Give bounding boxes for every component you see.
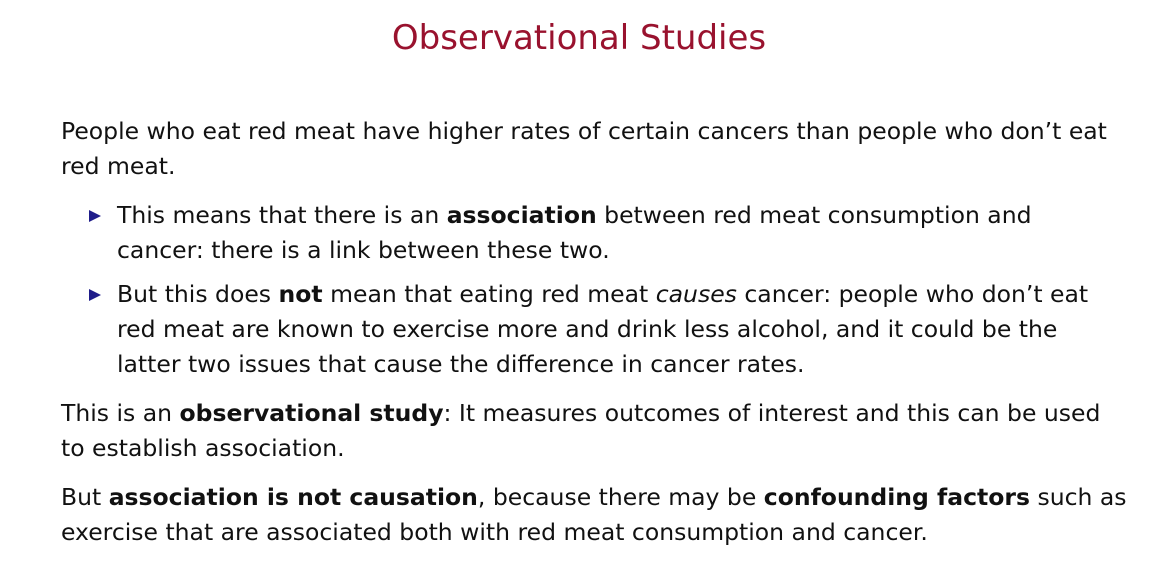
bullet-item: This means that there is an association …	[89, 198, 1097, 268]
bullet-italic-text: causes	[655, 280, 737, 308]
paragraph-bold-text: association is not causation	[108, 483, 478, 511]
bullet-text: cancer: people who don’t eat red meat ar…	[117, 280, 1089, 378]
paragraph-text: : It measures outcomes of interest and t…	[61, 399, 1101, 462]
bullet-text: This means that there is an	[117, 201, 447, 229]
paragraph-text: , because there may be	[477, 483, 764, 511]
paragraph-text: such as exercise that are associated bot…	[61, 483, 1127, 546]
intro-paragraph: People who eat red meat have higher rate…	[61, 117, 1107, 180]
paragraph-bold-text: observational study	[179, 399, 444, 427]
bullet-text: But this does	[117, 280, 279, 308]
causation-paragraph: But association is not causation, becaus…	[61, 480, 1131, 550]
bullet-list: This means that there is an association …	[61, 198, 1097, 382]
observational-study-paragraph: This is an observational study: It measu…	[61, 396, 1131, 466]
slide-title: Observational Studies	[391, 18, 767, 58]
bullet-text: mean that eating red meat	[322, 280, 656, 308]
bullet-bold-text: not	[278, 280, 323, 308]
bullet-item: But this does not mean that eating red m…	[89, 277, 1097, 382]
paragraph-bold-text: confounding factors	[763, 483, 1030, 511]
bullet-bold-text: association	[446, 201, 597, 229]
triangle-right-icon	[89, 289, 101, 301]
slide-body: People who eat red meat have higher rate…	[61, 114, 1131, 550]
paragraph-text: But	[61, 483, 109, 511]
bullet-text: between red meat consumption and cancer:…	[117, 201, 1032, 264]
paragraph-text: This is an	[61, 399, 180, 427]
triangle-right-icon	[89, 210, 101, 222]
